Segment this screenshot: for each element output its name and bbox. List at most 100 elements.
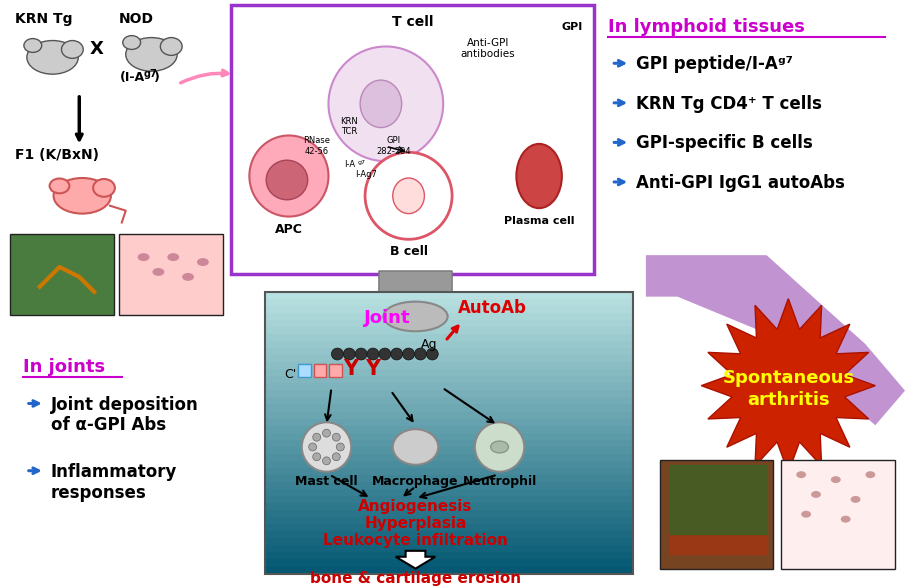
- Bar: [265, 334, 632, 342]
- Circle shape: [403, 348, 414, 360]
- Text: (I-A: (I-A: [119, 71, 145, 84]
- Text: AutoAb: AutoAb: [458, 299, 527, 317]
- Text: In joints: In joints: [23, 358, 105, 376]
- Ellipse shape: [160, 38, 182, 55]
- Ellipse shape: [516, 144, 562, 208]
- Bar: [265, 426, 632, 433]
- Circle shape: [365, 152, 451, 239]
- Bar: [265, 532, 632, 539]
- Bar: [265, 517, 632, 525]
- Bar: [265, 503, 632, 511]
- Bar: [265, 369, 632, 377]
- FancyBboxPatch shape: [659, 460, 773, 569]
- Text: Y: Y: [344, 359, 358, 379]
- Text: APC: APC: [275, 223, 302, 236]
- Ellipse shape: [197, 258, 209, 266]
- Circle shape: [391, 348, 403, 360]
- Bar: [313, 364, 326, 377]
- Text: g7: g7: [143, 69, 157, 79]
- Ellipse shape: [153, 268, 165, 276]
- Circle shape: [323, 429, 330, 437]
- Text: Y: Y: [365, 359, 380, 379]
- FancyBboxPatch shape: [10, 235, 114, 315]
- Bar: [265, 461, 632, 469]
- Circle shape: [332, 453, 340, 461]
- Text: bone & cartilage erosion: bone & cartilage erosion: [310, 570, 520, 586]
- Circle shape: [309, 443, 316, 451]
- Text: Macrophage: Macrophage: [372, 475, 459, 487]
- Text: GPI
282-294: GPI 282-294: [376, 136, 411, 156]
- Text: GPI peptide/I-Aᵍ⁷: GPI peptide/I-Aᵍ⁷: [635, 55, 792, 74]
- Bar: [265, 348, 632, 356]
- Circle shape: [312, 433, 321, 441]
- Bar: [265, 447, 632, 455]
- Text: g7: g7: [357, 160, 365, 165]
- Bar: [265, 433, 632, 440]
- Text: KRN Tg CD4⁺ T cells: KRN Tg CD4⁺ T cells: [635, 95, 821, 113]
- Circle shape: [336, 443, 344, 451]
- Bar: [265, 390, 632, 399]
- Bar: [265, 405, 632, 413]
- Ellipse shape: [122, 36, 141, 49]
- Circle shape: [474, 422, 524, 472]
- Circle shape: [367, 348, 379, 360]
- Ellipse shape: [53, 178, 111, 213]
- Polygon shape: [645, 255, 904, 425]
- Ellipse shape: [167, 253, 179, 261]
- Ellipse shape: [24, 39, 41, 52]
- Circle shape: [379, 348, 391, 360]
- Text: Mast cell: Mast cell: [295, 475, 357, 487]
- Ellipse shape: [392, 429, 437, 465]
- Bar: [265, 362, 632, 370]
- Text: arthritis: arthritis: [746, 390, 829, 409]
- Bar: [265, 397, 632, 406]
- Bar: [265, 376, 632, 385]
- Text: X: X: [90, 41, 104, 58]
- Bar: [265, 355, 632, 363]
- Circle shape: [414, 348, 425, 360]
- Text: Hyperplasia: Hyperplasia: [364, 516, 466, 531]
- Ellipse shape: [126, 38, 177, 71]
- Circle shape: [332, 433, 340, 441]
- Bar: [298, 364, 311, 377]
- Ellipse shape: [50, 179, 69, 193]
- Bar: [265, 546, 632, 553]
- Bar: [265, 496, 632, 504]
- Text: Joint: Joint: [364, 309, 410, 326]
- Ellipse shape: [138, 253, 149, 261]
- Bar: [265, 292, 632, 300]
- Bar: [265, 468, 632, 476]
- Circle shape: [343, 348, 355, 360]
- Bar: [265, 341, 632, 349]
- Text: Angiogenesis: Angiogenesis: [357, 499, 472, 514]
- Bar: [265, 299, 632, 307]
- Polygon shape: [700, 299, 874, 473]
- Ellipse shape: [392, 178, 424, 213]
- Text: Neutrophil: Neutrophil: [462, 475, 536, 487]
- Circle shape: [355, 348, 367, 360]
- Ellipse shape: [27, 41, 78, 74]
- Bar: [265, 454, 632, 462]
- Text: KRN Tg: KRN Tg: [15, 12, 73, 26]
- Text: ): ): [154, 71, 160, 84]
- Bar: [265, 524, 632, 532]
- Text: I-A: I-A: [344, 160, 355, 169]
- Ellipse shape: [359, 80, 402, 128]
- Ellipse shape: [62, 41, 83, 58]
- Text: RNase
42-56: RNase 42-56: [302, 136, 330, 156]
- Bar: [265, 489, 632, 497]
- Text: GPI-specific B cells: GPI-specific B cells: [635, 135, 811, 152]
- Text: Joint deposition
of α-GPI Abs: Joint deposition of α-GPI Abs: [51, 396, 199, 435]
- Circle shape: [425, 348, 437, 360]
- Text: Inflammatory
responses: Inflammatory responses: [51, 463, 176, 502]
- Ellipse shape: [850, 496, 859, 503]
- Text: F1 (K/BxN): F1 (K/BxN): [15, 148, 99, 162]
- Text: GPI: GPI: [562, 22, 583, 32]
- Bar: [265, 320, 632, 328]
- Ellipse shape: [266, 160, 307, 200]
- Bar: [265, 440, 632, 447]
- Text: I-Ag7: I-Ag7: [355, 170, 377, 179]
- Text: B cell: B cell: [389, 245, 427, 258]
- Bar: [265, 552, 632, 560]
- Text: Anti-GPI
antibodies: Anti-GPI antibodies: [460, 38, 515, 59]
